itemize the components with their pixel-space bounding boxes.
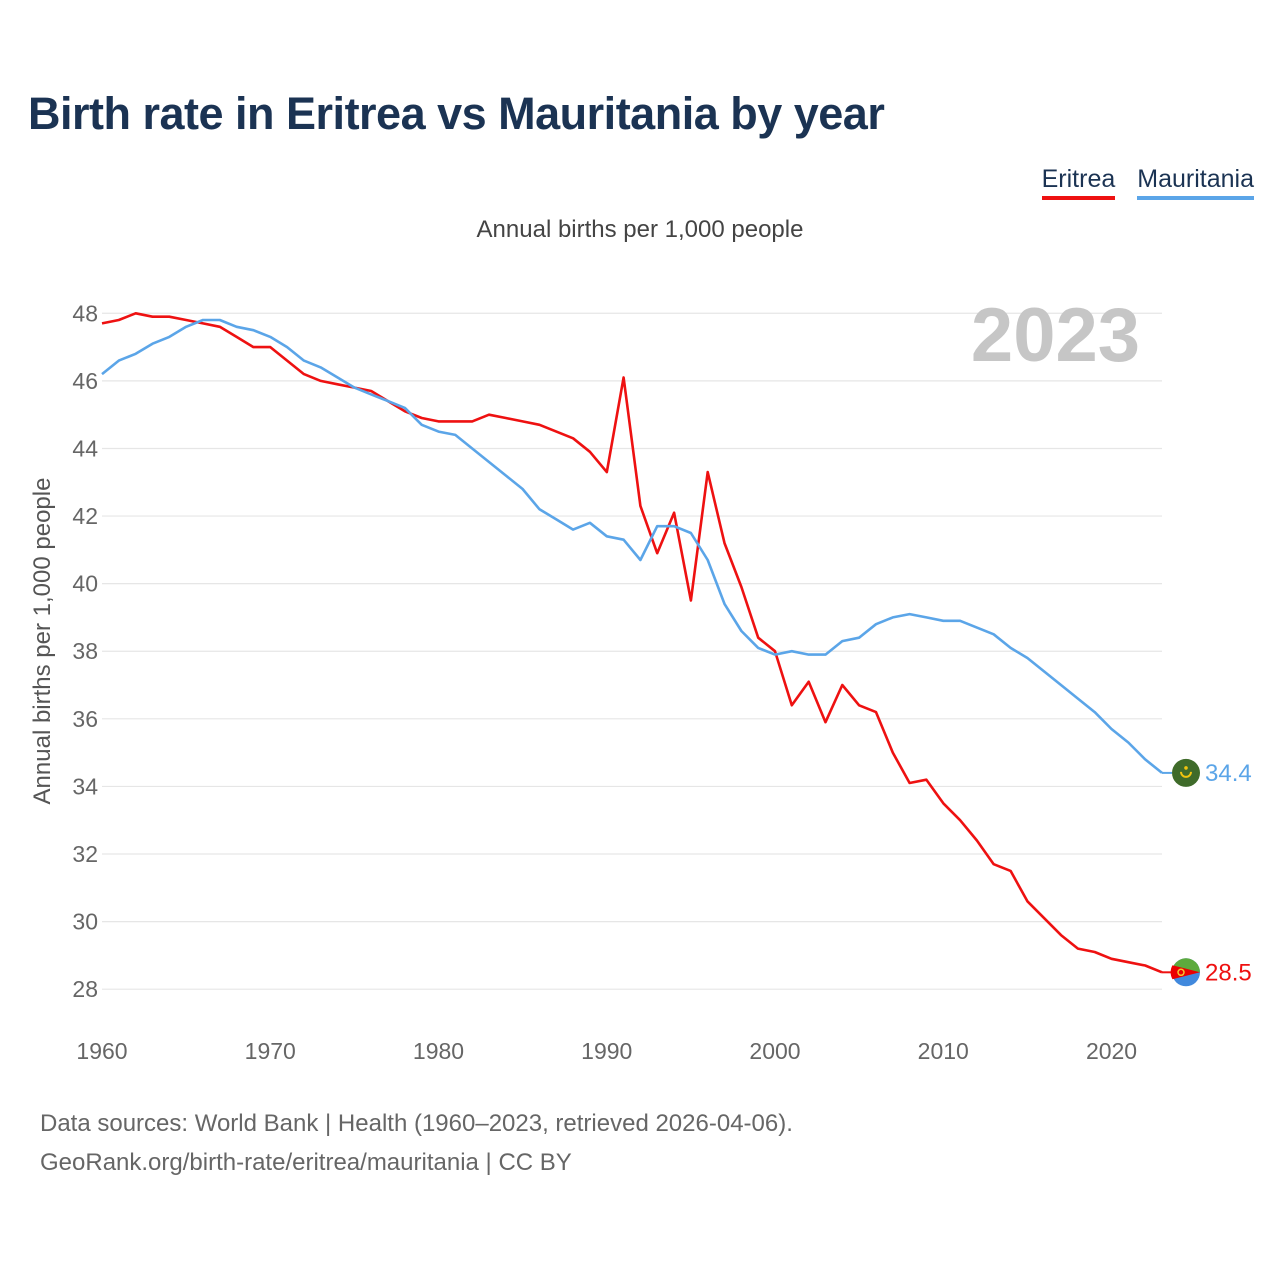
x-tick-label: 1960 bbox=[76, 1038, 127, 1064]
y-tick-label: 40 bbox=[72, 571, 98, 597]
flag-marker-mauritania bbox=[1172, 758, 1200, 787]
series-line-eritrea[interactable] bbox=[101, 311, 1163, 974]
series-lines bbox=[101, 311, 1163, 974]
y-axis-label: Annual births per 1,000 people bbox=[29, 478, 56, 805]
flag-emblem bbox=[1177, 968, 1185, 977]
y-tick-label: 48 bbox=[72, 300, 98, 326]
x-tick-label: 2000 bbox=[749, 1038, 800, 1064]
y-axis-ticks: 28 30 32 34 36 38 40 42 44 46 48 bbox=[72, 300, 98, 1002]
legend-item-eritrea[interactable]: Eritrea bbox=[1041, 164, 1116, 200]
year-label: 2023 bbox=[971, 293, 1140, 378]
y-tick-label: 36 bbox=[72, 706, 98, 732]
y-tick-label: 34 bbox=[72, 773, 98, 799]
flag-disc bbox=[1172, 758, 1200, 787]
x-tick-label: 2020 bbox=[1086, 1038, 1137, 1064]
x-tick-label: 1970 bbox=[245, 1038, 296, 1064]
y-tick-label: 30 bbox=[72, 909, 98, 935]
flag-red bbox=[1170, 965, 1200, 980]
footer-sources: Data sources: World Bank | Health (1960–… bbox=[40, 1110, 793, 1137]
x-axis-ticks: 1960 1970 1980 1990 2000 2010 2020 bbox=[76, 1038, 1137, 1064]
series-line-mauritania[interactable] bbox=[101, 318, 1163, 774]
legend-item-mauritania[interactable]: Mauritania bbox=[1137, 164, 1254, 200]
x-tick-label: 1990 bbox=[581, 1038, 632, 1064]
footer-link[interactable]: GeoRank.org/birth-rate/eritrea/mauritani… bbox=[40, 1149, 572, 1176]
chart-subtitle: Annual births per 1,000 people bbox=[476, 216, 804, 243]
gridlines bbox=[102, 312, 1162, 990]
end-markers: 28.5 34.4 bbox=[1162, 758, 1252, 987]
flag-crescent bbox=[1180, 771, 1192, 778]
x-tick-label: 2010 bbox=[918, 1038, 969, 1064]
y-tick-label: 42 bbox=[72, 503, 98, 529]
y-tick-label: 38 bbox=[72, 638, 98, 664]
chart-title: Birth rate in Eritrea vs Mauritania by y… bbox=[28, 88, 885, 139]
y-tick-label: 32 bbox=[72, 841, 98, 867]
y-tick-label: 28 bbox=[72, 976, 98, 1002]
end-value-eritrea: 28.5 bbox=[1205, 959, 1252, 986]
flag-marker-eritrea bbox=[1170, 958, 1200, 987]
end-value-mauritania: 34.4 bbox=[1205, 760, 1252, 787]
legend: Eritrea Mauritania bbox=[1041, 164, 1254, 200]
flag-star bbox=[1184, 766, 1188, 770]
y-tick-label: 44 bbox=[72, 435, 98, 461]
footer: Data sources: World Bank | Health (1960–… bbox=[40, 1104, 793, 1182]
y-tick-label: 46 bbox=[72, 368, 98, 394]
x-tick-label: 1980 bbox=[413, 1038, 464, 1064]
